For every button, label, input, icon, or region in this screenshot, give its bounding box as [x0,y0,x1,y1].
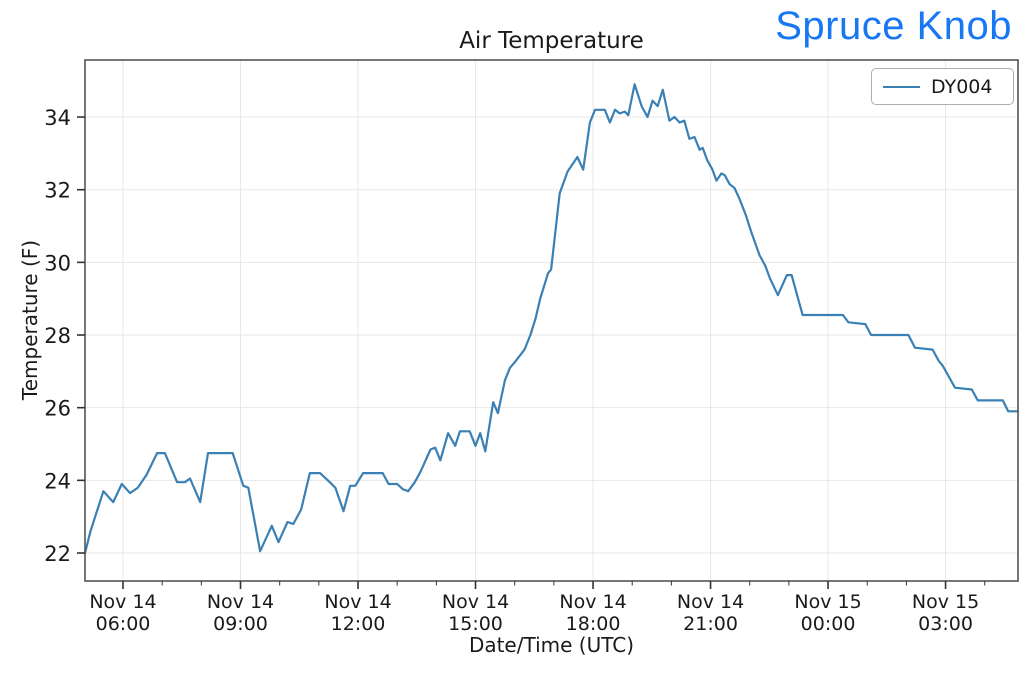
plot-border [84,59,1019,582]
y-tick-label: 26 [44,397,71,421]
y-tick-label: 24 [44,469,71,493]
y-tick-label: 34 [44,106,71,130]
x-tick-label: Nov 14 09:00 [207,591,274,635]
x-tick-label: Nov 14 21:00 [677,591,744,635]
x-tick-label: Nov 14 18:00 [559,591,626,635]
x-tick-label: Nov 14 06:00 [89,591,156,635]
x-tick-label: Nov 14 15:00 [442,591,509,635]
y-tick-label: 32 [44,179,71,203]
chart-title: Air Temperature [459,28,644,54]
x-tick-label: Nov 14 12:00 [324,591,391,635]
data-line-dy004 [83,83,1020,555]
x-tick-label: Nov 15 00:00 [794,591,861,635]
y-tick-label: 28 [44,324,71,348]
legend-series-label: DY004 [931,75,993,98]
x-axis-label: Date/Time (UTC) [468,633,635,657]
y-tick-label: 22 [44,542,71,566]
station-name: Spruce Knob [775,4,1012,48]
y-axis-label: Temperature (F) [18,239,42,401]
x-tick-label: Nov 15 03:00 [912,591,979,635]
y-tick-label: 30 [44,251,71,275]
legend: DY004 [871,68,1014,105]
legend-line-sample [883,85,920,88]
